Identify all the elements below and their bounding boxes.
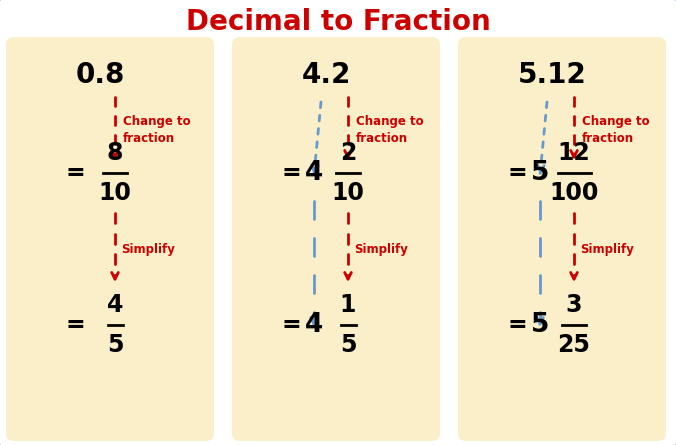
Text: =: = xyxy=(507,313,527,337)
Text: Change to
fraction: Change to fraction xyxy=(356,116,424,145)
Text: Change to
fraction: Change to fraction xyxy=(582,116,650,145)
Text: 12: 12 xyxy=(558,141,590,165)
FancyBboxPatch shape xyxy=(6,37,214,441)
Text: 5.12: 5.12 xyxy=(518,61,586,89)
Text: =: = xyxy=(65,161,85,185)
Text: 0.8: 0.8 xyxy=(75,61,124,89)
Text: 8: 8 xyxy=(107,141,123,165)
Text: 10: 10 xyxy=(99,181,131,205)
Text: 5: 5 xyxy=(531,312,549,338)
Text: 4.2: 4.2 xyxy=(301,61,351,89)
Text: =: = xyxy=(281,161,301,185)
Text: Simplify: Simplify xyxy=(580,243,634,255)
Text: =: = xyxy=(281,313,301,337)
FancyBboxPatch shape xyxy=(232,37,440,441)
Text: Change to
fraction: Change to fraction xyxy=(123,116,191,145)
Text: 1: 1 xyxy=(340,293,356,317)
Text: 5: 5 xyxy=(340,333,356,357)
Text: 2: 2 xyxy=(340,141,356,165)
Text: =: = xyxy=(65,313,85,337)
FancyBboxPatch shape xyxy=(458,37,666,441)
Text: 3: 3 xyxy=(566,293,582,317)
Text: 4: 4 xyxy=(305,312,323,338)
Text: 25: 25 xyxy=(558,333,590,357)
Text: Simplify: Simplify xyxy=(354,243,408,255)
Text: 5: 5 xyxy=(107,333,123,357)
Text: 100: 100 xyxy=(550,181,599,205)
Text: =: = xyxy=(507,161,527,185)
Text: 10: 10 xyxy=(331,181,364,205)
Text: 4: 4 xyxy=(305,160,323,186)
Text: Simplify: Simplify xyxy=(121,243,175,255)
Text: 4: 4 xyxy=(107,293,123,317)
Text: Decimal to Fraction: Decimal to Fraction xyxy=(186,8,490,36)
Text: 5: 5 xyxy=(531,160,549,186)
